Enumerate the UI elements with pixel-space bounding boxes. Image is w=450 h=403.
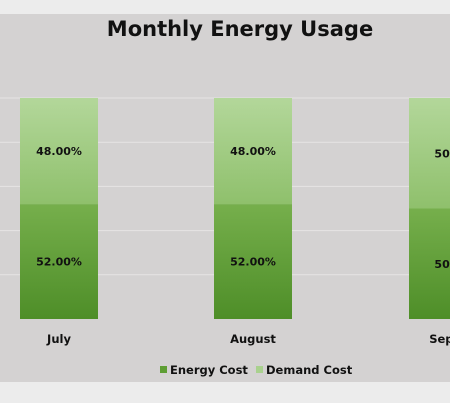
category-label: August [230,332,276,346]
category-label: July [46,332,71,346]
chart-area: Monthly Energy Usage 52.00% 48.00% July 52.… [0,14,450,382]
chart-title: Monthly Energy Usage [107,17,373,41]
data-label: 52.00% [36,256,82,269]
data-label: 52.00% [230,256,276,269]
data-label: 48.00% [36,145,82,158]
bar-segment [214,98,292,205]
data-label: 50.0 [434,147,450,160]
data-label: 48.00% [230,145,276,158]
bar-segment [409,208,450,319]
category-label: Septe [429,332,450,346]
legend-swatch [256,366,263,373]
bar-segment [214,204,292,319]
legend-swatch [160,366,167,373]
bar-segment [20,98,98,205]
stacked-bar-chart: Monthly Energy Usage 52.00% 48.00% July 52.… [0,17,450,377]
bar-segment [409,98,450,209]
legend: Energy Cost Demand Cost [160,363,353,377]
data-label: 50.0 [434,258,450,271]
legend-label: Demand Cost [266,363,353,377]
legend-label: Energy Cost [170,363,248,377]
bar-segment [20,204,98,319]
